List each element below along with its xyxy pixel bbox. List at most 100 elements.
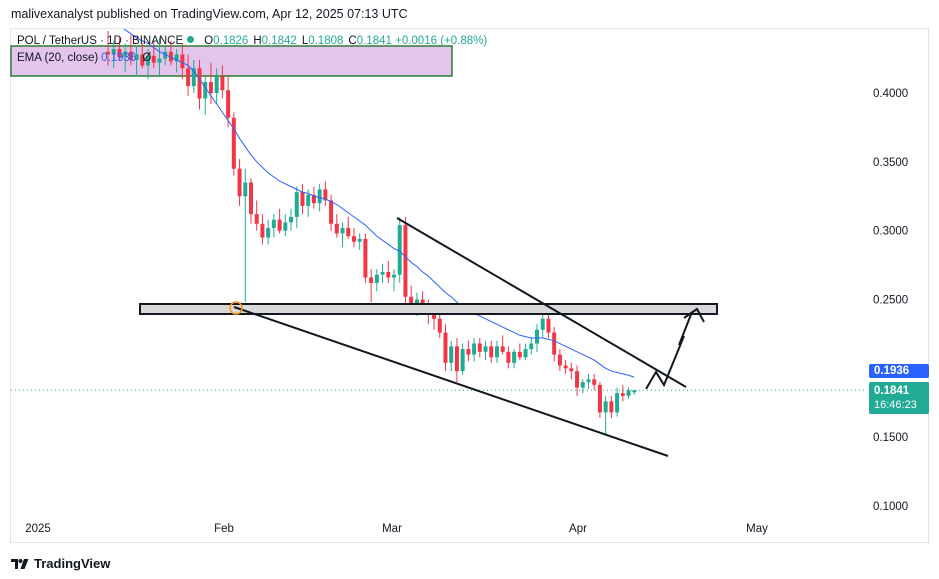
y-tick-label: 0.4000 [873, 88, 908, 100]
touch-marker-circle [229, 301, 243, 315]
candle-body [174, 54, 179, 62]
y-tick-label: 0.2500 [873, 295, 908, 307]
close-label: C [348, 35, 357, 47]
candle-body [357, 238, 362, 242]
candle-body [111, 48, 116, 55]
candle-body [477, 343, 482, 352]
candle-body [403, 225, 408, 297]
candle-body [151, 55, 156, 63]
candle-body [449, 346, 454, 363]
symbol-label[interactable]: POL / TetherUS · 1D · BINANCE [17, 35, 184, 47]
projected-path[interactable] [645, 311, 693, 390]
candle-body [329, 200, 334, 224]
footer-brand: TradingView [34, 556, 111, 571]
x-tick-label: Apr [569, 523, 587, 535]
candle-body [266, 227, 271, 238]
change-value: +0.0016 (+0.88%) [395, 35, 488, 47]
candle-body [117, 48, 122, 58]
ema-legend[interactable]: EMA (20, close) 0.1936 Ø [17, 52, 151, 64]
publisher-caption: malivexanalyst published on TradingView.… [11, 7, 408, 21]
candle-body [397, 225, 402, 275]
x-tick-label: 2025 [25, 523, 51, 535]
candle-body [311, 194, 316, 204]
x-tick-label: Mar [382, 523, 402, 535]
candle-body [472, 343, 477, 355]
upper-trendline[interactable] [396, 217, 687, 388]
candle-body [306, 194, 311, 206]
candle-body [460, 349, 465, 372]
low-value: 0.1808 [308, 35, 344, 47]
candle-body [386, 271, 391, 278]
open-label: O [204, 35, 214, 47]
candle-body [420, 299, 425, 307]
candle-body [351, 236, 356, 242]
y-tick-label: 0.3000 [873, 226, 908, 238]
candle-body [414, 299, 419, 306]
candle-body [346, 227, 351, 237]
candle-body [512, 351, 517, 363]
candle-body [283, 222, 288, 231]
candle-body [500, 346, 505, 352]
candle-body [146, 55, 151, 66]
candle-body [168, 51, 173, 62]
candle-body [106, 51, 110, 55]
candle-body [123, 51, 128, 58]
candle-body [443, 332, 448, 363]
candle-body [437, 318, 442, 333]
x-tick-label: May [746, 523, 768, 535]
candle-body [294, 192, 299, 217]
candle-body [615, 393, 620, 413]
candle-body [597, 384, 602, 413]
candle-body [220, 76, 225, 91]
candle-body [363, 238, 368, 278]
tradingview-footer[interactable]: TradingView [11, 556, 110, 571]
candle-body [323, 189, 328, 201]
candle-body [186, 68, 191, 87]
high-value: 0.1842 [261, 35, 297, 47]
ema-value: 0.1936 [101, 52, 137, 64]
candle-body [592, 379, 597, 385]
candle-body [271, 219, 276, 228]
lower-trendline[interactable] [233, 306, 669, 457]
y-tick-label: 0.1000 [873, 501, 908, 513]
candle-body [254, 214, 259, 224]
candle-body [260, 223, 265, 238]
candle-body [620, 393, 625, 396]
candle-body [580, 382, 585, 388]
bar-countdown: 16:46:23 [874, 399, 917, 411]
candle-body [586, 379, 591, 383]
candle-body [380, 271, 385, 275]
candle-body [163, 51, 168, 59]
supply-zone[interactable] [10, 45, 453, 77]
support-resistance-zone[interactable] [139, 303, 718, 315]
candle-body [535, 329, 539, 344]
close-value: 0.1841 [356, 35, 392, 47]
candles-group [106, 31, 637, 435]
candle-body [289, 216, 294, 223]
candle-body [374, 274, 379, 283]
candle-body [392, 274, 396, 278]
candle-body [134, 54, 139, 60]
candle-body [557, 354, 562, 366]
candle-body [575, 371, 580, 388]
candle-body [409, 296, 414, 306]
candle-body [226, 90, 231, 118]
chart-frame[interactable] [10, 28, 929, 543]
candle-body [334, 223, 339, 234]
last-price-value: 0.1841 [874, 385, 910, 397]
candle-body [603, 401, 608, 413]
candle-body [517, 351, 522, 358]
candle-body [609, 401, 614, 413]
projection-arrow-icon [683, 307, 705, 323]
candle-body [523, 349, 528, 358]
candle-body [552, 332, 557, 355]
candle-body [203, 81, 208, 99]
candle-body [277, 219, 282, 231]
ema-extra: Ø [142, 52, 152, 64]
candle-body [249, 182, 253, 215]
candle-body [432, 313, 437, 319]
candle-body [626, 390, 631, 396]
candle-body [208, 81, 213, 93]
candle-body [140, 54, 145, 66]
